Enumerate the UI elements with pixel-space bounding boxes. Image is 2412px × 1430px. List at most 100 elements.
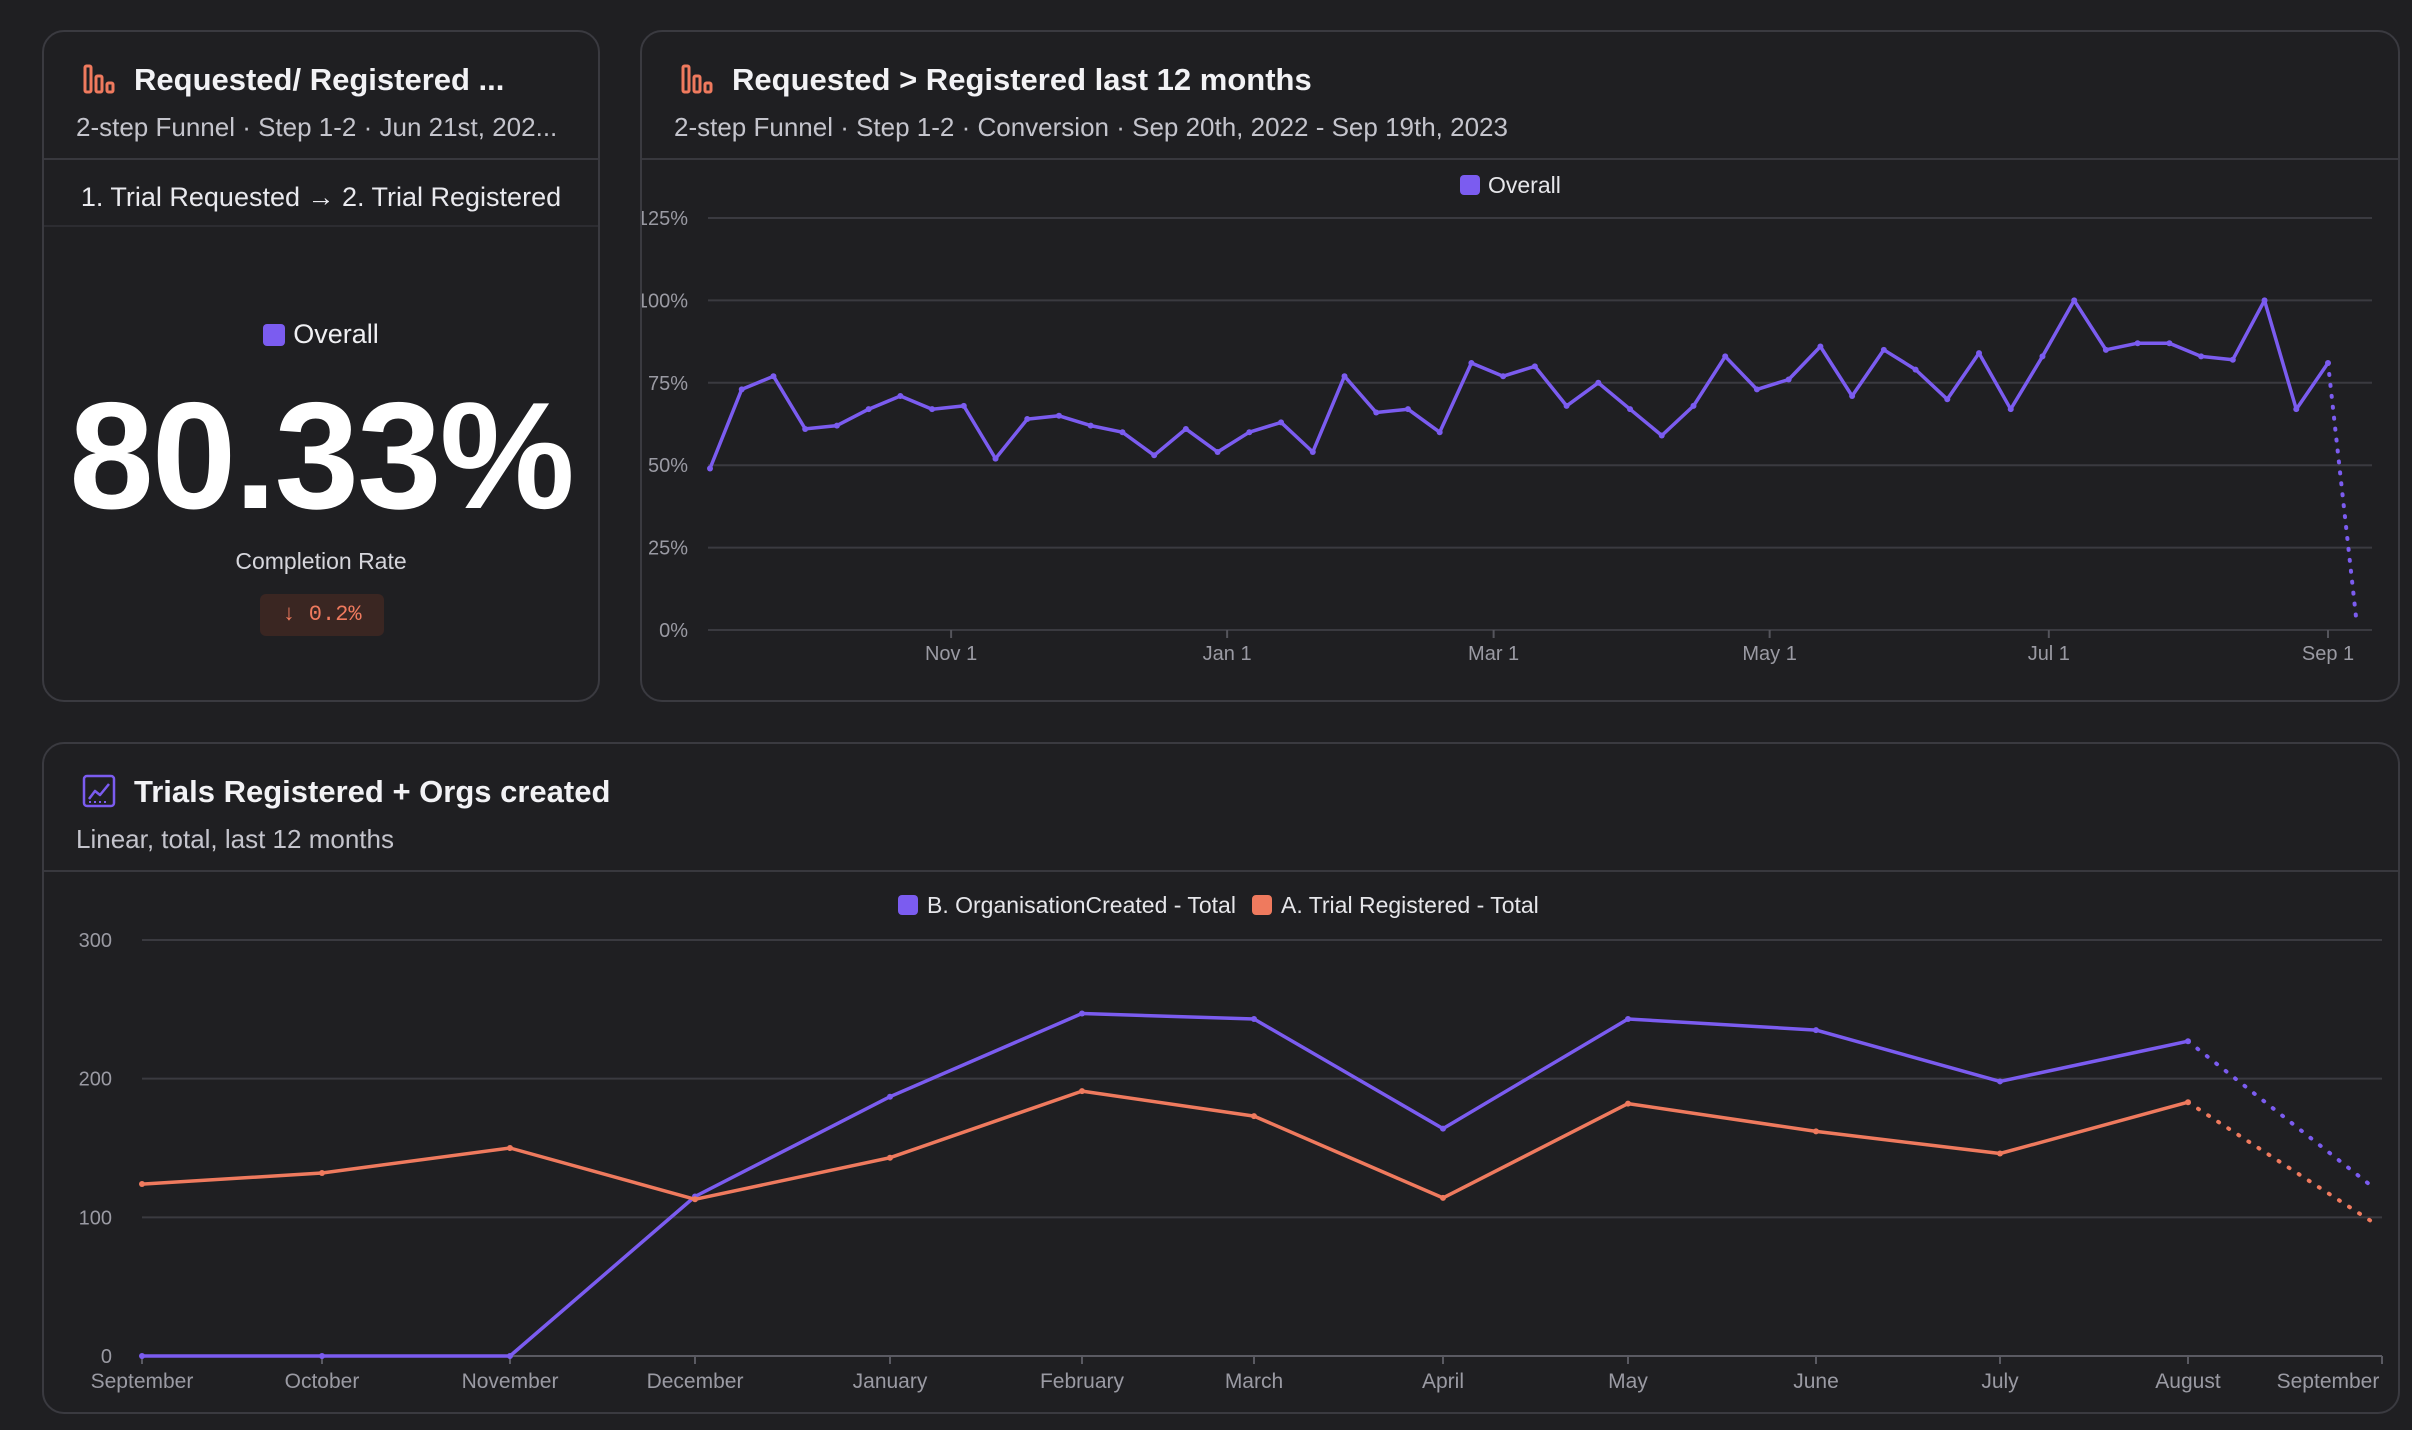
data-point: [833, 422, 840, 429]
x-tick-label: April: [1422, 1370, 1464, 1393]
data-point: [1690, 402, 1697, 409]
x-tick-label: Nov 1: [925, 643, 977, 665]
completion-rate-label: Completion Rate: [235, 548, 407, 574]
data-point: [1119, 429, 1126, 436]
data-point: [1246, 429, 1253, 436]
data-point: [1309, 449, 1316, 456]
y-tick-label: 100%: [642, 290, 688, 312]
legend-swatch: [898, 895, 918, 915]
x-tick-label: June: [1793, 1370, 1839, 1393]
x-tick-label: May 1: [1742, 643, 1796, 665]
data-point: [319, 1353, 325, 1359]
data-point: [1404, 406, 1411, 413]
divider: [44, 870, 2398, 872]
x-tick-label: Sep 1: [2302, 643, 2354, 665]
data-point: [1151, 452, 1158, 459]
x-tick-label: August: [2155, 1370, 2221, 1393]
conversion-line-chart[interactable]: 0% 25% 50% 75% 100% 125% Nov 1 Jan 1 Mar 1 May 1 J…: [642, 32, 2400, 702]
y-tick-label: 50%: [648, 455, 688, 477]
data-point: [1627, 406, 1634, 413]
partial-period-line: [2326, 361, 2358, 619]
data-point: [1849, 392, 1856, 399]
x-tick-label: December: [647, 1370, 744, 1393]
x-tick-label: May: [1608, 1370, 1648, 1393]
x-tick-label: September: [91, 1370, 194, 1393]
data-point: [1182, 425, 1189, 432]
data-point: [707, 465, 713, 472]
data-point: [960, 402, 967, 409]
y-tick-label: 300: [79, 930, 112, 952]
data-point: [2102, 346, 2109, 353]
data-point: [1373, 409, 1380, 416]
data-point: [507, 1353, 513, 1359]
data-point: [139, 1353, 145, 1359]
y-tick-label: 200: [79, 1069, 112, 1091]
y-tick-label: 100: [79, 1207, 112, 1229]
data-point: [887, 1154, 893, 1161]
data-point: [692, 1196, 698, 1203]
legend-label: Overall: [1488, 172, 1561, 198]
data-point: [1595, 379, 1602, 386]
conversion-card[interactable]: Requested > Registered last 12 months 2-…: [640, 30, 2400, 702]
kpi-card[interactable]: Requested/ Registered ... 2-step Funnel …: [42, 30, 600, 702]
data-point: [1625, 1100, 1631, 1107]
data-point: [1976, 350, 1983, 357]
totals-line-chart[interactable]: 0 100 200 300 September October November Decemb…: [44, 744, 2400, 1414]
data-point: [738, 386, 745, 393]
data-point: [1563, 402, 1570, 409]
data-point: [2198, 353, 2205, 360]
x-tick-label: February: [1040, 1370, 1125, 1393]
data-point: [1912, 366, 1919, 373]
data-point: [1625, 1016, 1631, 1023]
data-point: [1055, 412, 1062, 419]
data-point: [2261, 297, 2268, 304]
y-tick-label: 75%: [648, 373, 688, 395]
x-tick-label: Jul 1: [2028, 643, 2070, 665]
x-tick-label: January: [853, 1370, 928, 1393]
data-point: [1436, 429, 1443, 436]
data-point: [1079, 1088, 1085, 1095]
data-point: [1944, 396, 1951, 403]
x-tick-label: October: [285, 1370, 360, 1393]
legend-swatch: [1460, 175, 1480, 195]
data-point: [139, 1181, 145, 1188]
x-tick-label: November: [462, 1370, 559, 1393]
data-point: [802, 425, 809, 432]
data-point: [1468, 360, 1475, 367]
totals-card[interactable]: Trials Registered + Orgs created Linear,…: [42, 742, 2400, 1414]
data-point: [1024, 416, 1031, 423]
series-line-trial-registered: [141, 1089, 2189, 1202]
card-subtitle: 2-step Funnel · Step 1-2 · Jun 21st, 202…: [76, 112, 558, 142]
data-point: [929, 406, 936, 413]
data-point: [1251, 1113, 1257, 1120]
data-point: [1251, 1016, 1257, 1023]
data-point: [1278, 419, 1285, 426]
card-title[interactable]: Trials Registered + Orgs created: [134, 774, 611, 809]
data-point: [1997, 1150, 2003, 1157]
data-point: [770, 373, 777, 380]
legend-label: B. OrganisationCreated - Total: [927, 892, 1236, 918]
data-point: [887, 1093, 893, 1100]
x-tick-label: March: [1225, 1370, 1283, 1393]
data-point: [507, 1145, 513, 1151]
data-point: [1500, 373, 1507, 380]
card-title[interactable]: Requested > Registered last 12 months: [732, 62, 1312, 97]
data-point: [1341, 373, 1348, 380]
data-point: [2039, 353, 2046, 360]
legend-overall[interactable]: Overall: [44, 319, 598, 350]
data-point: [2229, 356, 2236, 363]
data-point: [1087, 422, 1094, 429]
data-point: [2166, 340, 2173, 347]
completion-rate-value: 80.33%: [69, 371, 575, 541]
funnel-bars-icon: [83, 64, 115, 94]
y-tick-label: 125%: [642, 208, 688, 230]
card-title[interactable]: Requested/ Registered ...: [134, 62, 505, 97]
x-tick-label: September: [2277, 1370, 2380, 1393]
data-point: [1722, 353, 1729, 360]
line-chart-icon: [82, 774, 116, 808]
data-point: [992, 455, 999, 462]
x-tick-label: Mar 1: [1468, 643, 1519, 665]
data-point: [2071, 297, 2078, 304]
divider: [44, 225, 598, 227]
series-line-overall: [708, 298, 2330, 470]
